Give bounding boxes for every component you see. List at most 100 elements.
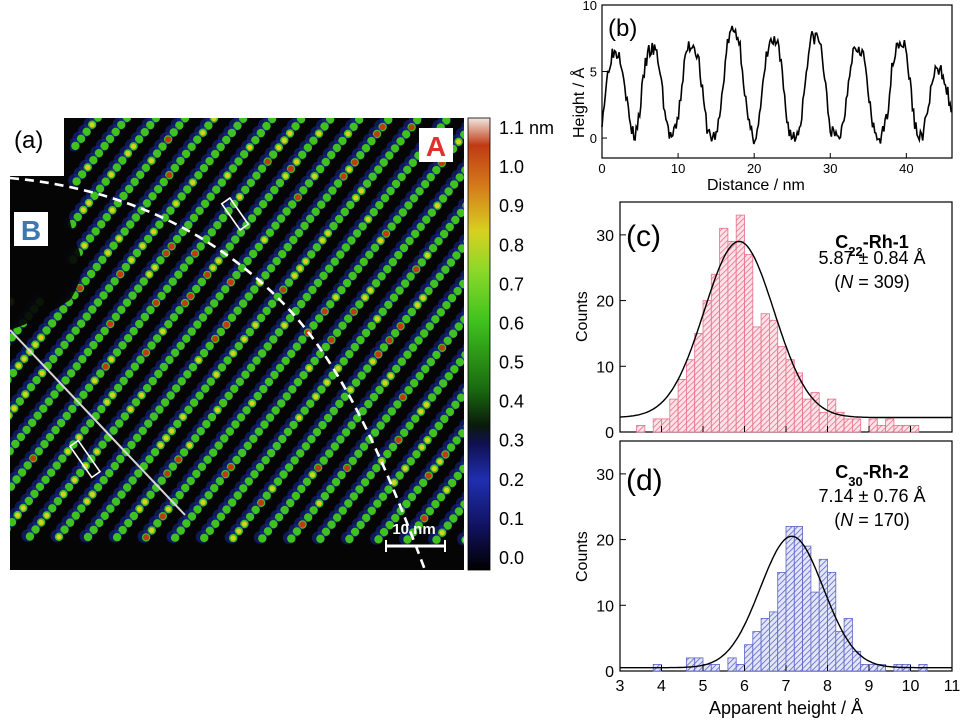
histogram-bar bbox=[818, 411, 828, 433]
histogram-bar bbox=[860, 664, 870, 672]
colorbar bbox=[467, 117, 491, 571]
histogram-bar bbox=[785, 359, 795, 433]
region-b-shadow-2 bbox=[10, 118, 64, 176]
panel-d-title: C30-Rh-2 bbox=[835, 462, 908, 489]
panel-b-x-tick-label: 10 bbox=[671, 161, 685, 176]
scale-bar-label: 10 nm bbox=[392, 521, 435, 538]
panel-b-x-tick-label: 20 bbox=[747, 161, 761, 176]
histogram-bar bbox=[760, 618, 770, 672]
histogram-bar bbox=[769, 319, 779, 433]
panel-d-y-axis-label: Counts bbox=[574, 531, 591, 582]
colorbar-tick-label: 0.4 bbox=[499, 392, 524, 412]
panel-b-plot-frame bbox=[601, 4, 953, 159]
histogram-bar bbox=[686, 657, 696, 672]
histogram-bar bbox=[735, 664, 745, 672]
panel-c-bars bbox=[636, 214, 920, 433]
panel-b-label: (b) bbox=[608, 15, 637, 42]
colorbar-tick-label: 0.2 bbox=[499, 470, 524, 490]
panel-d-ticks: 0 10 20 30 3 4 5 6 7 8 9 10 11 bbox=[596, 467, 960, 695]
histogram-bar bbox=[694, 332, 704, 433]
panel-d-label: (d) bbox=[626, 464, 663, 497]
histogram-bar bbox=[777, 572, 787, 672]
histogram-bar bbox=[827, 398, 837, 433]
panel-d-histogram: 0 10 20 30 3 4 5 6 7 8 9 10 11 (d) C30-Rh-2 7.14 ± 0… bbox=[574, 440, 960, 718]
panel-c-label: (c) bbox=[626, 220, 661, 253]
unit-cell-box-b bbox=[68, 439, 102, 479]
x-tick-label: 3 bbox=[616, 678, 625, 695]
panel-c-histogram: 0 10 20 30 (c) C22-Rh-1 5.87 ± 0.84 Å (N = … bbox=[574, 201, 953, 442]
y-tick-label: 0 bbox=[605, 425, 614, 442]
colorbar-tick-label: 0.6 bbox=[499, 314, 524, 334]
panel-b-y-ticks: 0 5 10 bbox=[583, 0, 607, 146]
colorbar-tick-label: 1.1 nm bbox=[499, 118, 554, 138]
histogram-bar bbox=[735, 214, 745, 433]
colorbar-tick-label: 1.0 bbox=[499, 157, 524, 177]
afm-map-content bbox=[10, 118, 464, 546]
y-tick-label: 20 bbox=[596, 294, 614, 311]
histogram-bar bbox=[636, 424, 646, 433]
panel-b-y-tick-label: 0 bbox=[590, 131, 597, 146]
panel-d-count: (N = 170) bbox=[834, 510, 910, 530]
colorbar-tick-label: 0.9 bbox=[499, 196, 524, 216]
panel-c-ticks: 0 10 20 30 bbox=[596, 228, 953, 442]
domain-boundary-line bbox=[9, 176, 427, 571]
histogram-bar bbox=[876, 664, 886, 672]
panel-d-gaussian-fit-line bbox=[620, 535, 952, 669]
x-tick-label: 10 bbox=[902, 678, 920, 695]
histogram-bar bbox=[868, 664, 878, 672]
histogram-bar bbox=[885, 418, 895, 433]
histogram-bar bbox=[686, 359, 696, 433]
panel-c-title: C22-Rh-1 bbox=[835, 232, 908, 259]
x-tick-label: 7 bbox=[782, 678, 791, 695]
y-tick-label: 30 bbox=[596, 228, 614, 245]
panel-c-count: (N = 309) bbox=[834, 272, 910, 292]
colorbar-tick-label: 0.8 bbox=[499, 235, 524, 255]
x-tick-label: 4 bbox=[657, 678, 666, 695]
histogram-bar bbox=[843, 618, 853, 672]
histogram-bar bbox=[843, 418, 853, 433]
region-a-label-box bbox=[419, 128, 453, 162]
histogram-bar bbox=[910, 424, 920, 433]
histogram-bar bbox=[777, 346, 787, 433]
colorbar-tick-label: 0.5 bbox=[499, 353, 524, 373]
histogram-bar bbox=[852, 418, 862, 433]
panel-b-x-tick-label: 30 bbox=[823, 161, 837, 176]
histogram-bar bbox=[769, 611, 779, 672]
x-tick-label: 9 bbox=[865, 678, 874, 695]
panel-d-x-axis-label: Apparent height / Å bbox=[709, 698, 863, 718]
region-a-label: A bbox=[426, 131, 446, 162]
height-profile-series-line bbox=[601, 25, 952, 145]
x-tick-label: 6 bbox=[740, 678, 749, 695]
histogram-bar bbox=[702, 300, 712, 433]
histogram-bar bbox=[752, 326, 762, 433]
y-tick-label: 10 bbox=[596, 359, 614, 376]
histogram-bar bbox=[744, 254, 754, 433]
histogram-bar bbox=[835, 631, 845, 672]
panel-b-height-profile: 0 10 20 30 40 0 5 10 (b) Distance / nm Height … bbox=[569, 0, 953, 194]
panel-d-bars bbox=[652, 526, 928, 672]
x-tick-label: 11 bbox=[944, 678, 961, 695]
histogram-bar bbox=[818, 558, 828, 672]
region-b-label-box bbox=[14, 212, 48, 246]
y-tick-label: 20 bbox=[596, 533, 614, 550]
panel-c-gaussian-fit-line bbox=[619, 240, 952, 419]
histogram-bar bbox=[661, 418, 671, 433]
panel-b-y-axis-label: Height / Å bbox=[569, 67, 588, 138]
colorbar-tick-label: 0.1 bbox=[499, 509, 524, 529]
panel-a-label: (a) bbox=[14, 127, 43, 154]
histogram-bar bbox=[802, 545, 812, 672]
y-tick-label: 10 bbox=[596, 598, 614, 615]
histogram-bar bbox=[652, 418, 662, 433]
colorbar-tick-label: 0.3 bbox=[499, 431, 524, 451]
histogram-bar bbox=[677, 378, 687, 433]
x-tick-label: 8 bbox=[823, 678, 832, 695]
histogram-bar bbox=[868, 418, 878, 433]
histogram-bar bbox=[893, 424, 903, 433]
histogram-bar bbox=[760, 313, 770, 433]
panel-d-stat: 7.14 ± 0.76 Å bbox=[819, 486, 926, 506]
unit-cell-box-a bbox=[220, 196, 250, 232]
panel-a-afm-image: 10 nm A B (a) 1.1 nm 1.0 0.9 0.8 0.7 0.6 0.5 0.… bbox=[9, 117, 554, 571]
histogram-bar bbox=[710, 273, 720, 433]
colorbar-tick-label: 0.0 bbox=[499, 548, 524, 568]
